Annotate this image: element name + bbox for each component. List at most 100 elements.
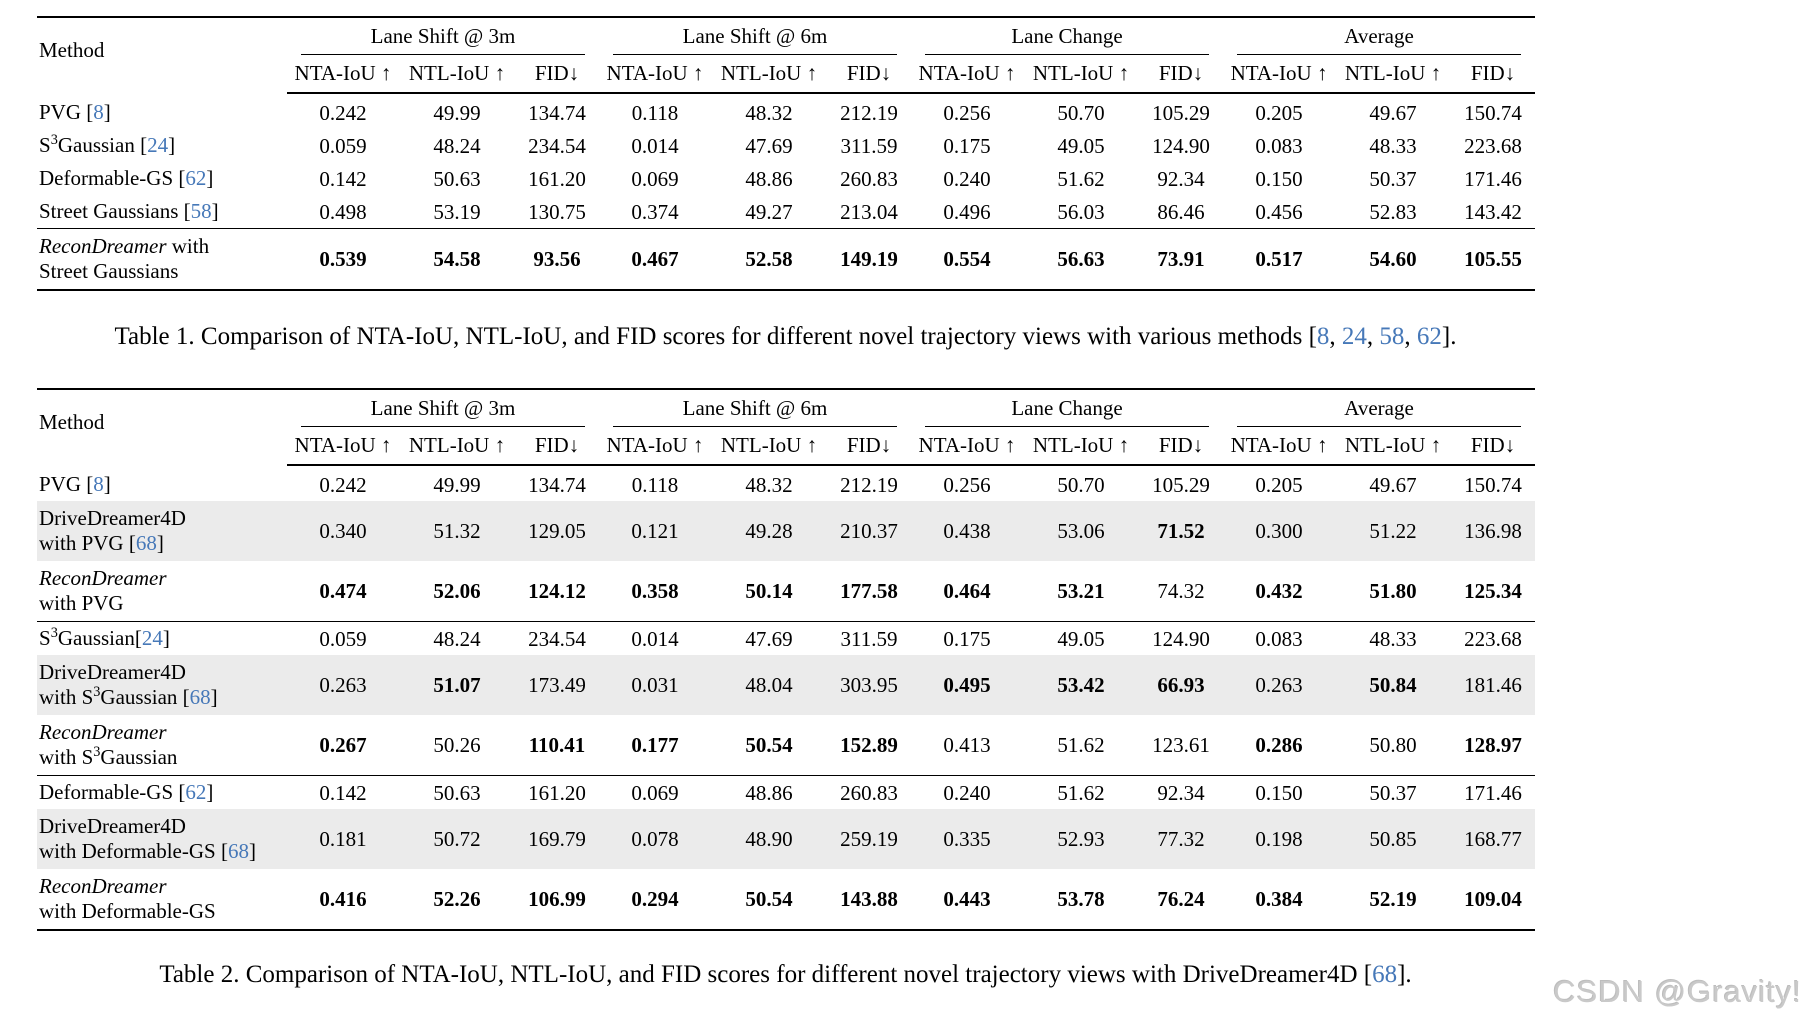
metric-value: 0.150 (1255, 780, 1303, 805)
method-header: Method (39, 410, 105, 434)
metric-value: 48.32 (745, 101, 793, 125)
metric-value: 53.06 (1057, 519, 1105, 543)
metric-value: 50.80 (1335, 715, 1452, 776)
metric-header: NTA-IoU ↑ (599, 55, 711, 94)
table-row: DriveDreamer4D with Deformable-GS [68] 0.1… (37, 809, 1536, 869)
metric-value: 150.74 (1464, 101, 1522, 125)
metric-header: NTA-IoU ↑ (1223, 55, 1336, 94)
citation-ref[interactable]: 62 (185, 166, 207, 190)
method-line: with PVG (39, 591, 287, 616)
citation-ref[interactable]: 68 (135, 531, 157, 555)
metric-value: 47.69 (745, 133, 793, 158)
metric-value: 51.22 (1369, 519, 1417, 543)
metric-value: 73.91 (1157, 247, 1205, 271)
metric-value: 0.078 (631, 827, 679, 851)
metric-header: NTA-IoU ↑ (911, 55, 1023, 94)
text-part: ]. (1397, 961, 1412, 988)
citation-ref[interactable]: 24 (141, 626, 163, 650)
metric-header: FID↓ (515, 55, 599, 94)
metric-value: 49.05 (1057, 626, 1105, 651)
method-line: DriveDreamer4D (39, 814, 287, 839)
text-part: , (1329, 323, 1342, 350)
text-part: Gaussian [ (100, 685, 190, 709)
text-part: 3 (93, 684, 101, 700)
column-group-label: Lane Shift @ 6m (613, 393, 897, 427)
citation-ref[interactable]: 68 (1372, 961, 1398, 988)
metric-value: 50.54 (745, 887, 793, 911)
header-metric-row: NTA-IoU ↑ NTL-IoU ↑ FID↓ NTA-IoU ↑ NTL-IoU ↑… (37, 427, 1536, 466)
metric-value: 50.70 (1057, 101, 1105, 125)
metric-value: 171.46 (1464, 166, 1522, 191)
method-line: DriveDreamer4D (39, 506, 287, 531)
table1-caption: Table 1. Comparison of NTA-IoU, NTL-IoU,… (37, 321, 1534, 352)
metric-header: NTL-IoU ↑ (399, 55, 515, 94)
method-line: Street Gaussians [58] (39, 199, 287, 224)
metric-value: 0.014 (631, 133, 679, 158)
method-cell: PVG [8] (37, 465, 287, 501)
metric-header: NTA-IoU ↑ (1223, 427, 1336, 466)
column-group-label: Lane Shift @ 6m (613, 21, 897, 55)
metric-value: 0.177 (599, 715, 711, 776)
text-part: ] (206, 166, 214, 190)
metric-header: FID↓ (515, 427, 599, 466)
metric-header: NTA-IoU ↑ (599, 427, 711, 466)
metric-value: 129.05 (528, 519, 586, 543)
metric-value: 0.474 (287, 561, 399, 622)
metric-value: 0.432 (1223, 561, 1336, 622)
metric-value: 234.54 (528, 626, 586, 651)
method-line: with S3Gaussian [68] (39, 685, 287, 710)
metric-value: 134.74 (528, 473, 586, 497)
metric-value: 49.27 (711, 195, 827, 229)
method-cell: Street Gaussians [58] (37, 195, 287, 229)
metric-value: 52.93 (1057, 827, 1105, 851)
metric-value: 0.150 (1255, 166, 1303, 191)
text-part: Deformable-GS [ (39, 780, 186, 804)
metric-value: 53.19 (399, 195, 515, 229)
method-line: ReconDreamer (39, 566, 287, 591)
metric-value: 109.04 (1464, 887, 1522, 911)
metric-value: 0.286 (1223, 715, 1336, 776)
metric-value: 0.467 (631, 247, 679, 271)
metric-value: 53.21 (1023, 561, 1139, 622)
text-part: ]. (1441, 323, 1457, 350)
text-part: ] (168, 133, 176, 157)
metric-value: 48.86 (745, 166, 793, 191)
table2-caption: Table 2. Comparison of NTA-IoU, NTL-IoU,… (37, 959, 1534, 990)
citation-ref[interactable]: 62 (185, 780, 207, 804)
text-part: DriveDreamer4D (39, 660, 186, 684)
metric-value: 48.24 (433, 626, 481, 651)
citation-ref[interactable]: 58 (1379, 323, 1405, 350)
column-group-header: Lane Shift @ 3m (287, 389, 599, 427)
citation-ref[interactable]: 62 (1416, 323, 1442, 350)
text-part: 3 (93, 744, 101, 760)
metric-value: 234.54 (528, 133, 586, 158)
citation-ref[interactable]: 58 (190, 199, 212, 223)
metric-header: NTL-IoU ↑ (1023, 55, 1139, 94)
header-group-row: Method Lane Shift @ 3m Lane Shift @ 6m Lane… (37, 389, 1535, 434)
metric-value: 47.69 (745, 626, 793, 651)
metric-value: 0.069 (631, 780, 679, 805)
citation-ref[interactable]: 8 (93, 472, 104, 496)
citation-ref[interactable]: 68 (189, 685, 211, 709)
column-group-label: Average (1237, 393, 1522, 427)
method-cell: Deformable-GS [62] (37, 776, 287, 810)
metric-value: 92.34 (1157, 780, 1205, 805)
metric-value: 93.56 (533, 247, 581, 271)
method-line: ReconDreamer (39, 720, 287, 745)
metric-value: 0.175 (943, 626, 991, 651)
text-part: ReconDreamer (39, 234, 167, 258)
metric-value: 0.464 (911, 561, 1023, 622)
citation-ref[interactable]: 24 (147, 133, 169, 157)
text-part: with PVG [ (39, 531, 136, 555)
citation-ref[interactable]: 8 (1316, 323, 1330, 350)
column-group-label: Average (1237, 21, 1522, 55)
citation-ref[interactable]: 68 (227, 839, 249, 863)
metric-value: 56.03 (1023, 195, 1139, 229)
metric-value: 50.72 (433, 827, 481, 851)
column-group-label: Lane Change (925, 21, 1210, 55)
metric-value: 49.28 (745, 519, 793, 543)
citation-ref[interactable]: 24 (1341, 323, 1367, 350)
metric-value: 52.83 (1335, 195, 1452, 229)
citation-ref[interactable]: 8 (93, 100, 104, 124)
header-metric-row: NTA-IoU ↑ NTL-IoU ↑ FID↓ NTA-IoU ↑ NTL-IoU ↑… (37, 55, 1536, 94)
